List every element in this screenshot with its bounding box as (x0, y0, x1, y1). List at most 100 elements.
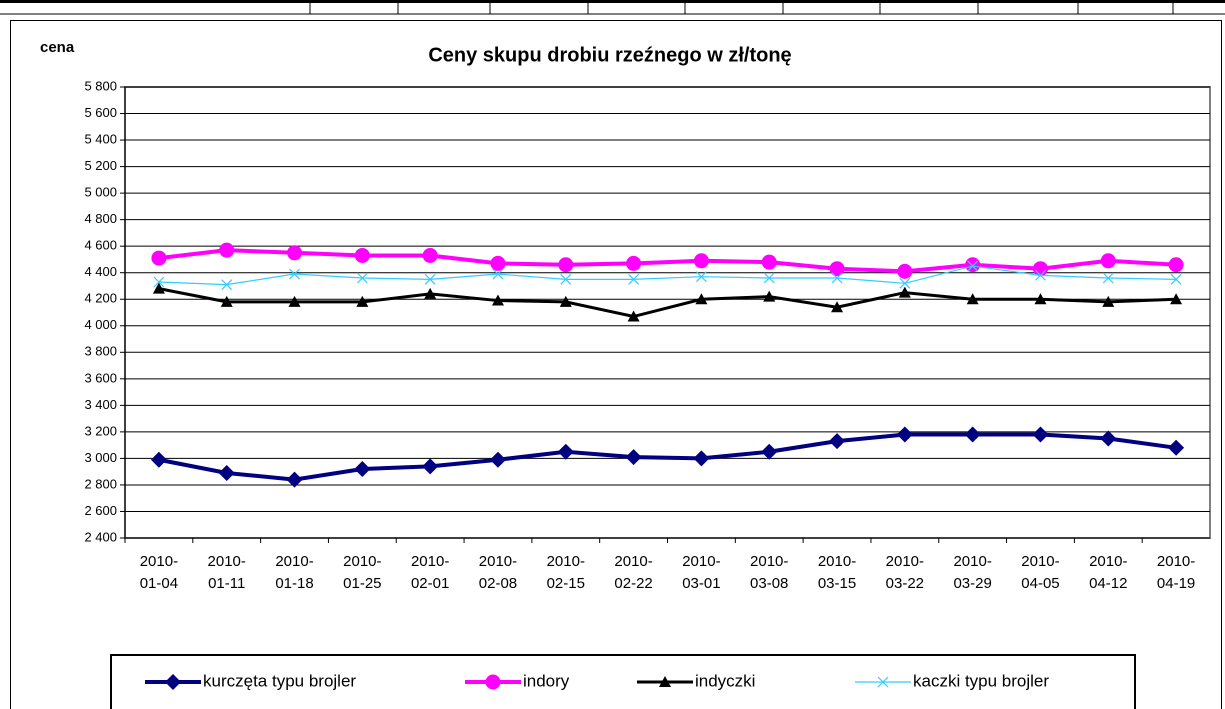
y-tick-label: 4 400 (84, 264, 117, 279)
x-tick-label-part: 2010- (1157, 553, 1195, 570)
y-tick-label: 3 200 (84, 423, 117, 438)
x-tick-label-part: 01-11 (208, 575, 245, 592)
y-tick-label: 5 200 (84, 158, 117, 173)
legend-label: kurczęta typu brojler (203, 671, 356, 690)
x-tick-label-part: 2010- (411, 553, 449, 570)
marker (896, 426, 913, 443)
x-tick-label-part: 01-04 (140, 575, 178, 592)
x-tick-label-part: 2010- (275, 553, 313, 570)
marker (1034, 293, 1047, 305)
marker (422, 247, 438, 263)
y-tick-label: 5 400 (84, 131, 117, 146)
series-line (158, 248, 1177, 274)
y-axis-label: cena (40, 39, 75, 56)
series-line (158, 265, 1177, 286)
marker (356, 295, 369, 307)
marker (558, 257, 574, 273)
x-tick-label-part: 2010- (1021, 553, 1059, 570)
x-tick-label: 2010- 04-05 (1021, 553, 1059, 592)
marker (289, 268, 300, 280)
y-tick-label: 4 200 (84, 291, 117, 306)
x-tick-label-part: 03-15 (818, 575, 856, 592)
x-tick-label-part: 04-05 (1021, 575, 1059, 592)
y-tick-label: 4 600 (84, 238, 117, 253)
marker (897, 263, 913, 279)
x-tick-label: 2010- 03-15 (818, 553, 856, 592)
marker (693, 253, 709, 269)
legend-label: indory (523, 671, 570, 690)
marker (1035, 269, 1046, 281)
series-line (158, 287, 1177, 319)
marker (287, 245, 303, 261)
marker (1100, 253, 1116, 269)
y-tick-label: 5 800 (84, 78, 117, 93)
marker (286, 471, 303, 488)
x-tick-label-part: 01-18 (275, 575, 313, 592)
marker (218, 465, 235, 482)
marker (763, 272, 775, 284)
marker (491, 294, 504, 306)
marker (151, 250, 167, 266)
marker (1102, 272, 1114, 284)
x-tick-label-part: 02-15 (547, 575, 585, 592)
marker (1170, 273, 1182, 285)
marker (422, 458, 439, 475)
x-tick-label-part: 2010- (479, 553, 517, 570)
marker (492, 268, 504, 280)
x-tick-label: 2010- 03-01 (682, 553, 720, 592)
marker (628, 273, 640, 285)
x-tick-label-part: 01-25 (343, 575, 381, 592)
x-tick-label: 2010- 01-25 (343, 553, 381, 592)
legend-box (110, 654, 1136, 709)
x-tick-label-part: 2010- (953, 553, 991, 570)
y-tick-label: 3 400 (84, 397, 117, 412)
marker (485, 674, 501, 690)
marker (831, 301, 844, 313)
x-tick-label-part: 2010- (886, 553, 924, 570)
y-tick-label: 2 400 (84, 529, 117, 544)
sheet-grid (0, 0, 1225, 15)
y-tick-label: 5 600 (84, 105, 117, 120)
x-tick-label-part: 03-22 (886, 575, 924, 592)
marker (150, 451, 167, 468)
marker (1032, 426, 1049, 443)
x-tick-label-part: 2010- (1089, 553, 1127, 570)
x-tick-label: 2010- 01-04 (140, 553, 178, 592)
marker (761, 254, 777, 270)
y-tick-label: 2 800 (84, 476, 117, 491)
y-tick-label: 5 000 (84, 185, 117, 200)
series-line (158, 432, 1177, 482)
x-tick-label: 2010- 01-11 (208, 553, 246, 592)
marker (626, 255, 642, 271)
x-tick-label-part: 2010- (208, 553, 246, 570)
marker (695, 271, 707, 283)
marker (489, 451, 506, 468)
x-tick-label-part: 02-08 (479, 575, 517, 592)
marker (219, 242, 235, 258)
marker (424, 273, 436, 285)
marker (898, 286, 911, 298)
marker (625, 449, 642, 466)
marker (1102, 295, 1115, 307)
marker (966, 293, 979, 305)
x-tick-label-part: 2010- (682, 553, 720, 570)
marker (831, 272, 843, 284)
y-tick-label: 4 800 (84, 211, 117, 226)
legend-label: indyczki (695, 671, 755, 690)
x-tick-label-part: 2010- (614, 553, 652, 570)
y-tick-label: 4 000 (84, 317, 117, 332)
marker (165, 674, 181, 690)
y-tick-label: 3 000 (84, 450, 117, 465)
marker (288, 295, 301, 307)
x-tick-label: 2010- 03-29 (953, 553, 991, 592)
legend-label: kaczki typu brojler (913, 671, 1049, 690)
x-tick-label: 2010- 02-15 (547, 553, 585, 592)
marker (221, 279, 233, 291)
marker (424, 287, 437, 299)
x-tick-label-part: 2010- (547, 553, 585, 570)
marker (829, 433, 846, 450)
x-tick-label-part: 2010- (818, 553, 856, 570)
x-tick-label-part: 02-01 (411, 575, 449, 592)
